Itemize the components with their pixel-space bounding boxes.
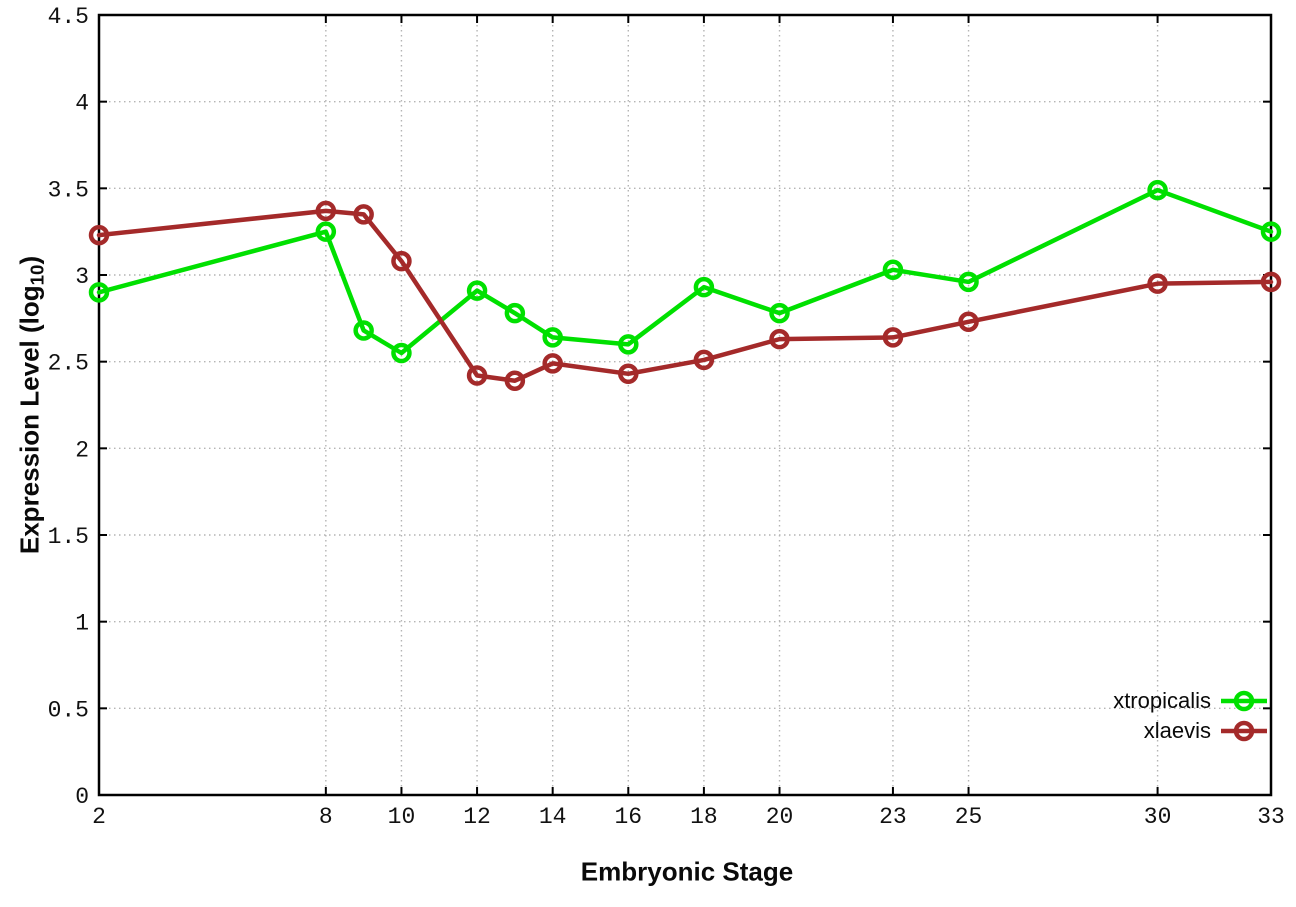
data-point-xlaevis <box>466 365 488 386</box>
y-tick-label: 0.5 <box>48 697 89 723</box>
y-axis-label-subscript: 10 <box>26 264 48 286</box>
series-xtropicalis <box>88 179 1282 364</box>
y-tick-label: 3.5 <box>48 177 89 203</box>
x-tick-label: 33 <box>1257 804 1285 830</box>
data-point-xtropicalis <box>88 282 110 303</box>
x-tick-label: 20 <box>766 804 794 830</box>
x-tick-label: 12 <box>463 804 491 830</box>
data-point-xlaevis <box>88 224 110 246</box>
data-point-xtropicalis <box>504 302 526 324</box>
series-line-xlaevis <box>96 208 1274 383</box>
x-tick-label: 25 <box>955 804 983 830</box>
data-point-xlaevis <box>353 204 374 225</box>
data-point-xtropicalis <box>693 276 715 298</box>
data-point-xtropicalis <box>769 302 790 324</box>
data-point-xtropicalis <box>466 280 488 301</box>
plot-border <box>97 13 1273 797</box>
data-point-xtropicalis <box>618 334 639 355</box>
legend-item-xlaevis: xlaevis <box>1113 716 1268 746</box>
data-point-xlaevis <box>315 200 337 222</box>
y-tick-label: 3 <box>75 264 89 290</box>
data-point-xtropicalis <box>1260 221 1282 242</box>
data-point-xlaevis <box>1260 271 1282 293</box>
data-point-xlaevis <box>1147 273 1168 294</box>
x-tick-label: 18 <box>690 804 718 830</box>
x-tick-label: 10 <box>388 804 416 830</box>
data-point-xtropicalis <box>542 327 563 348</box>
x-tick-label: 8 <box>319 804 333 830</box>
data-point-xtropicalis <box>958 271 979 293</box>
legend-item-xtropicalis: xtropicalis <box>1113 686 1268 716</box>
x-tick-label: 16 <box>614 804 642 830</box>
y-axis-label-text: Expression Level (log <box>14 285 45 555</box>
data-point-xlaevis <box>882 327 904 348</box>
y-tick-label: 1.5 <box>48 524 89 550</box>
x-tick-label: 30 <box>1144 804 1172 830</box>
x-tick-labels: 2 8 10 12 14 16 18 20 23 25 30 33 <box>92 804 1285 830</box>
tick-marks <box>98 14 1272 796</box>
y-tick-label: 4.5 <box>48 4 89 30</box>
data-point-xlaevis <box>769 328 790 350</box>
grid-lines <box>98 14 1272 796</box>
data-point-xlaevis <box>693 349 715 371</box>
series-xlaevis <box>88 200 1282 391</box>
x-tick-label: 2 <box>92 804 106 830</box>
legend: xtropicalis xlaevis <box>1113 686 1268 746</box>
legend-marker-xtropicalis <box>1221 690 1267 712</box>
x-tick-label: 23 <box>879 804 907 830</box>
y-tick-label: 2.5 <box>48 351 89 377</box>
legend-circle-marker <box>1233 720 1255 742</box>
data-point-xlaevis <box>504 370 526 391</box>
data-point-xtropicalis <box>315 221 337 242</box>
y-axis-label: Expression Level (log10) <box>14 256 48 555</box>
legend-label-xlaevis: xlaevis <box>1143 718 1211 743</box>
data-point-xlaevis <box>958 311 979 333</box>
data-point-xlaevis <box>391 250 412 272</box>
y-tick-label: 1 <box>75 611 89 637</box>
legend-label-xtropicalis: xtropicalis <box>1113 688 1211 713</box>
legend-circle-marker <box>1233 690 1255 712</box>
data-point-xlaevis <box>618 363 639 385</box>
data-point-xtropicalis <box>882 259 904 281</box>
x-tick-label: 14 <box>539 804 567 830</box>
data-point-xtropicalis <box>1147 179 1168 201</box>
legend-marker-xlaevis <box>1221 720 1267 742</box>
plot-border-rect <box>97 13 1273 797</box>
data-point-xtropicalis <box>353 320 374 341</box>
y-tick-labels: 0 0.5 1 1.5 2 2.5 3 3.5 4 4.5 <box>48 4 89 810</box>
y-tick-label: 4 <box>75 91 89 117</box>
data-point-xtropicalis <box>391 342 412 364</box>
x-axis-label: Embryonic Stage <box>580 856 794 887</box>
y-tick-label: 2 <box>75 437 89 463</box>
y-tick-label: 0 <box>75 784 89 810</box>
data-point-xlaevis <box>542 353 563 374</box>
